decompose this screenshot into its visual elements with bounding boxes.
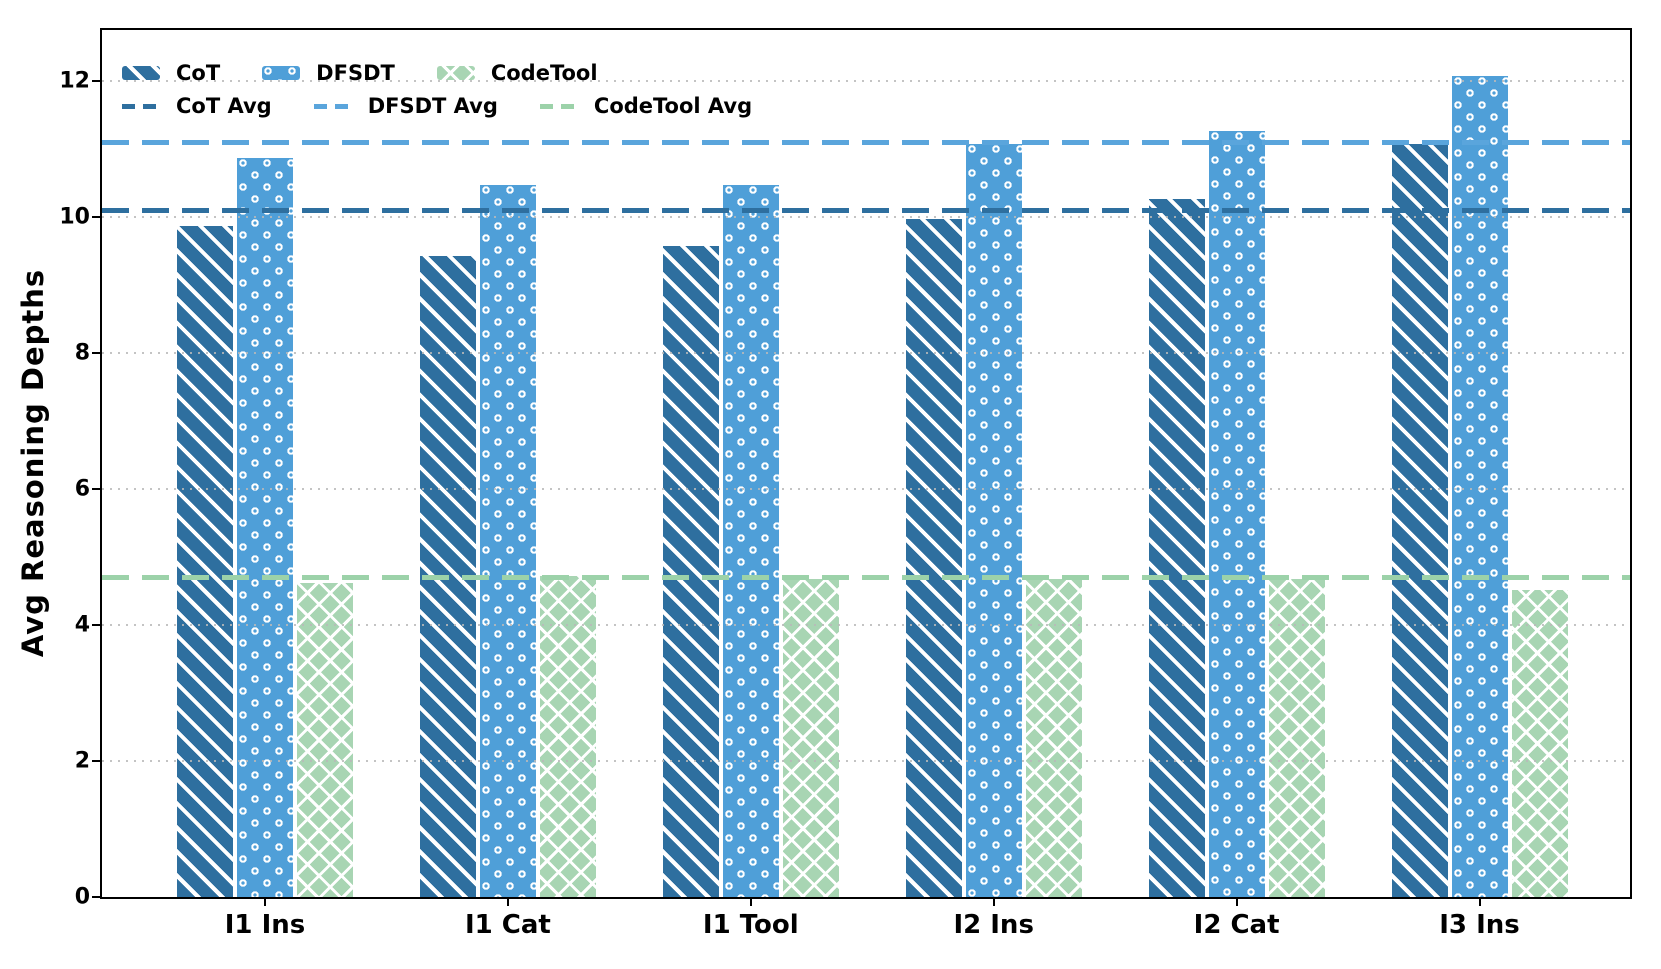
x-tick-mark [1478,898,1481,906]
bar-dfsdt-i3-ins [1449,74,1510,897]
legend-item-codetool: CodeTool [436,61,598,85]
x-tick-label: I2 Ins [953,910,1034,940]
avg-line-dfsdt-avg [102,139,1630,145]
gridline-y-12 [102,80,1630,82]
legend-label: CodeTool [490,61,598,85]
x-tick-mark [506,898,509,906]
y-tick-mark [92,624,101,626]
bar-group-i2-cat [1146,30,1327,897]
bar-cot-i1-ins [175,223,235,897]
y-tick-mark [92,352,101,354]
x-tick-label: I1 Tool [702,910,799,940]
bar-codetool-i2-cat [1266,577,1327,897]
cot-swatch-icon [122,66,160,80]
bar-cot-i1-cat [417,254,478,897]
x-tick-label: I1 Cat [464,910,551,940]
y-tick-label: 8 [74,340,90,366]
bar-group-i2-ins [903,30,1084,897]
codetool-avg-dash-icon [539,103,574,109]
bar-cot-i2-ins [903,217,964,897]
bar-group-i1-ins [175,30,355,897]
x-tick-label: I2 Cat [1193,910,1280,940]
legend-item-dfsdt-avg: DFSDT Avg [313,94,498,118]
y-tick-label: 4 [74,612,90,638]
avg-line-cot-avg [102,207,1630,213]
legend-item-codetool-avg: CodeTool Avg [539,94,753,118]
avg-line-codetool-avg [102,574,1630,580]
y-axis-title: Avg Reasoning Depths [16,268,50,658]
plot-area: 0 2 4 6 8 10 12 I1 Ins I1 Cat I1 Tool I2 Ins I2 Cat… [59,28,1632,940]
legend-label: CodeTool Avg [593,94,753,118]
y-tick-mark [92,216,101,218]
legend-label: DFSDT [316,61,395,85]
gridline-y-4 [102,624,1630,626]
bar-codetool-i3-ins [1509,587,1570,897]
legend: CoT DFSDT CodeTool CoT Avg DFSDT Avg CodeTool… [122,60,794,126]
dfsdt-avg-dash-icon [313,103,348,109]
y-tick-label: 10 [59,204,90,230]
bar-group-i1-cat [417,30,598,897]
dfsdt-swatch-icon [262,66,301,80]
x-tick-mark [1235,898,1238,906]
legend-item-dfsdt: DFSDT [262,61,395,85]
bar-codetool-i1-ins [295,580,355,897]
bar-group-i3-ins [1389,30,1570,897]
y-tick-label: 6 [74,476,90,502]
codetool-swatch-icon [436,66,475,80]
y-tick-label: 2 [74,748,90,774]
legend-row-averages: CoT Avg DFSDT Avg CodeTool Avg [122,93,794,119]
y-tick-label: 12 [59,68,90,94]
cot-avg-dash-icon [122,103,156,109]
legend-item-cot-avg: CoT Avg [122,94,272,118]
x-tick-label: I3 Ins [1439,910,1520,940]
y-tick-label: 0 [74,884,90,910]
bar-dfsdt-i1-ins [235,155,295,897]
gridline-y-8 [102,352,1630,354]
gridline-y-2 [102,760,1630,762]
y-tick-mark [92,760,101,762]
x-tick-label: I1 Ins [224,910,306,940]
bar-dfsdt-i2-ins [963,142,1024,897]
bar-cot-i3-ins [1389,142,1450,897]
bar-group-i1-tool [660,30,841,897]
bar-codetool-i1-tool [780,577,841,897]
bar-dfsdt-i1-tool [720,183,781,897]
gridline-y-10 [102,216,1630,218]
bar-cot-i1-tool [660,244,721,897]
y-tick-mark [92,896,101,898]
x-tick-mark [749,898,752,906]
x-tick-mark [992,898,995,906]
y-tick-mark [92,488,101,490]
legend-label: DFSDT Avg [367,94,498,118]
bar-codetool-i1-cat [537,574,598,897]
legend-row-series: CoT DFSDT CodeTool [122,60,794,86]
bar-dfsdt-i2-cat [1206,128,1267,897]
y-tick-mark [92,80,101,82]
bar-cot-i2-cat [1146,196,1207,897]
gridline-y-6 [102,488,1630,490]
legend-item-cot: CoT [122,61,220,85]
x-tick-mark [264,898,266,906]
bar-dfsdt-i1-cat [477,183,538,897]
legend-label: CoT [176,61,221,85]
bar-codetool-i2-ins [1023,577,1084,897]
legend-label: CoT Avg [176,94,272,118]
